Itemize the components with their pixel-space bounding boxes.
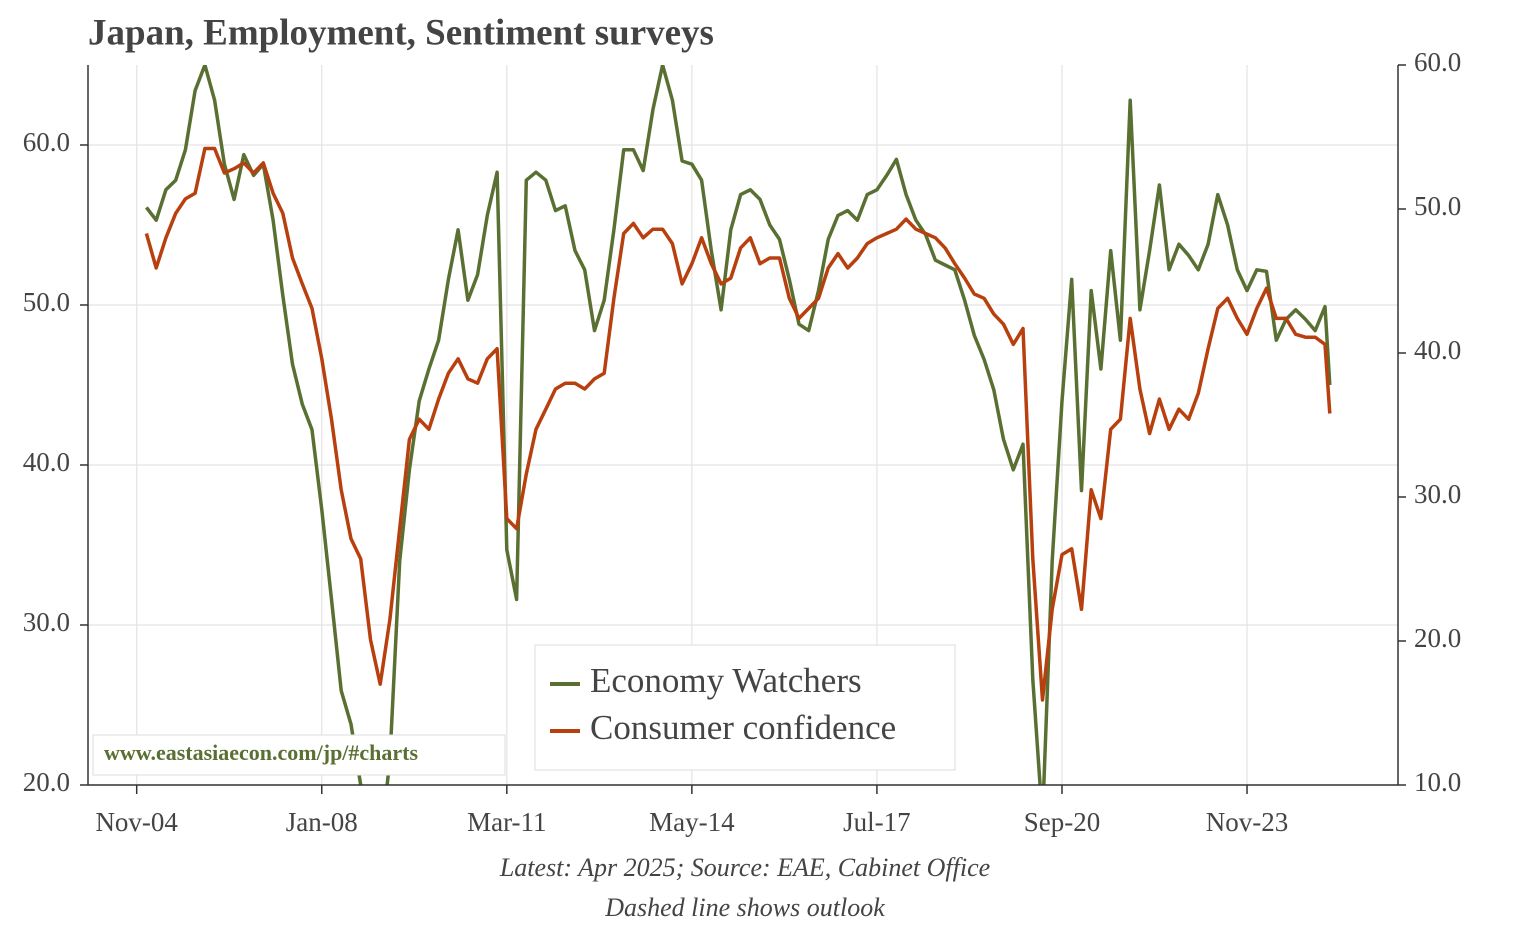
chart-title: Japan, Employment, Sentiment surveys [88, 12, 714, 53]
legend [534, 644, 956, 771]
x-tick-label: Sep-20 [1024, 807, 1101, 837]
x-tick-label: Jul-17 [843, 807, 911, 837]
y-tick-label: 40.0 [23, 447, 70, 477]
y2-tick-label: 20.0 [1414, 623, 1461, 653]
footnote: Latest: Apr 2025; Source: EAE, Cabinet O… [499, 853, 990, 882]
watermark: www.eastasiaecon.com/jp/#charts [104, 740, 419, 765]
series-line [145, 65, 1332, 785]
watermark-box [92, 734, 506, 776]
y-tick-label: 50.0 [23, 287, 70, 317]
x-tick-label: Nov-23 [1206, 807, 1289, 837]
x-tick-label: Jan-08 [286, 807, 358, 837]
legend-label: Economy Watchers [590, 661, 862, 700]
y2-tick-label: 40.0 [1414, 335, 1461, 365]
y2-tick-label: 10.0 [1414, 767, 1461, 797]
series-line [144, 146, 1332, 702]
y2-tick-label: 30.0 [1414, 479, 1461, 509]
x-tick-label: May-14 [649, 807, 735, 837]
legend-label: Consumer confidence [590, 708, 896, 747]
footnote: Dashed line shows outlook [604, 893, 885, 922]
y-tick-label: 30.0 [23, 607, 70, 637]
x-tick-label: Mar-11 [467, 807, 546, 837]
y-tick-label: 60.0 [23, 127, 70, 157]
y-tick-label: 20.0 [23, 767, 70, 797]
x-tick-label: Nov-04 [95, 807, 178, 837]
y2-tick-label: 50.0 [1414, 191, 1461, 221]
y2-tick-label: 60.0 [1414, 47, 1461, 77]
